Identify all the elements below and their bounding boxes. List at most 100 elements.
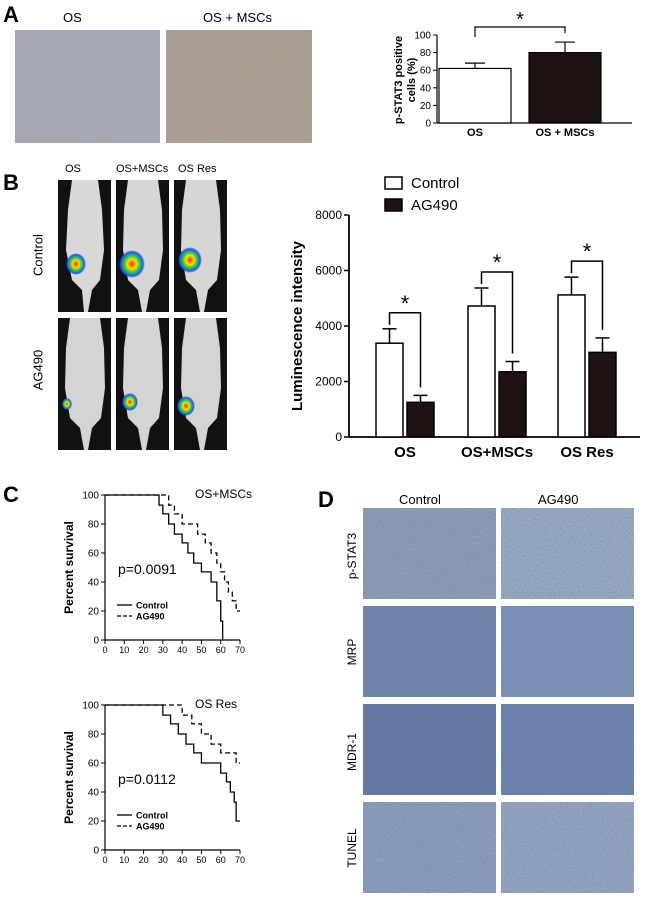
mouse-image-ag490-os-mscs <box>116 318 169 450</box>
panel-b-row-label-ag490: AG490 <box>30 349 46 391</box>
panel-b-col-label-os-mscs: OS+MSCs <box>116 163 169 175</box>
panel-d-col-label-control: Control <box>399 492 441 507</box>
p-value-annotation: p=0.0112 <box>118 771 176 787</box>
panel-letter-d: D <box>318 487 334 512</box>
x-tick-label: 50 <box>196 855 206 863</box>
x-tick-label: OS+MSCs <box>461 444 533 461</box>
ihc-image-mdr-1-ag490 <box>501 704 634 795</box>
y-axis-label: Percent survival <box>62 521 76 614</box>
y-tick-label: 80 <box>88 520 100 531</box>
y-tick-label: 100 <box>82 491 99 502</box>
bar <box>467 305 496 438</box>
mouse-image-ag490-os-res <box>174 318 227 450</box>
significance-star: * <box>583 239 592 264</box>
x-tick-label: OS Res <box>560 444 613 461</box>
survival-curve-ag490 <box>105 704 240 764</box>
y-tick-label: 6000 <box>315 264 342 278</box>
significance-star: * <box>401 291 410 316</box>
panel-d-col-label-ag490: AG490 <box>538 492 579 507</box>
y-tick-label: 40 <box>88 578 100 589</box>
y-tick-label: 0 <box>93 846 99 857</box>
x-tick-label: 60 <box>216 645 226 653</box>
y-tick-label: 20 <box>420 101 432 112</box>
chart-title: OS Res <box>195 697 237 711</box>
significance-bracket <box>474 26 566 37</box>
bar <box>375 342 404 438</box>
panel-b-row-label-control: Control <box>30 234 46 276</box>
y-tick-label: 60 <box>88 759 100 770</box>
y-tick-label: 80 <box>88 730 100 741</box>
ihc-image-mrp-ag490 <box>501 606 634 697</box>
legend-label: AG490 <box>136 822 165 832</box>
ihc-image-tunel-control <box>363 802 496 893</box>
y-axis-label: Luminescence intensity <box>289 240 306 411</box>
ihc-image-tunel-ag490 <box>501 802 634 893</box>
bar <box>528 51 602 124</box>
y-tick-label: 0 <box>93 636 99 647</box>
survival-curve-control <box>105 494 224 640</box>
panel-b-col-label-os-res: OS Res <box>178 163 217 175</box>
panel-a-image-label-os: OS <box>63 10 82 25</box>
panel-letter-b: B <box>3 170 19 195</box>
y-tick-label: 40 <box>420 83 432 94</box>
x-tick-label: 10 <box>119 855 129 863</box>
legend-label: Control <box>136 811 168 821</box>
significance-star: * <box>516 9 524 31</box>
legend-label: AG490 <box>136 612 165 622</box>
y-axis-label: Percent survival <box>62 731 76 824</box>
y-tick-label: 60 <box>88 549 100 560</box>
legend-label: Control <box>136 601 168 611</box>
panel-a-image-label-os-mscs: OS + MSCs <box>203 10 272 25</box>
x-tick-label: 0 <box>102 645 107 653</box>
ihc-image-mrp-control <box>363 606 496 697</box>
y-tick-label: 60 <box>420 66 432 77</box>
bar <box>588 351 617 438</box>
panel-d-row-label-tunel: TUNEL <box>345 828 359 868</box>
mouse-image-control-os-mscs <box>116 180 169 312</box>
significance-bracket <box>388 312 422 388</box>
panel-d-row-label-mrp: MRP <box>345 638 359 666</box>
ihc-image-p-stat3-control <box>363 508 496 599</box>
x-tick-label: 30 <box>158 855 168 863</box>
p-value-annotation: p=0.0091 <box>118 561 177 577</box>
x-tick-label: OS <box>467 127 483 139</box>
chart-title: OS+MSCs <box>195 487 252 501</box>
x-tick-label: 0 <box>102 855 107 863</box>
x-tick-label: 50 <box>196 645 206 653</box>
x-tick-label: 70 <box>235 855 245 863</box>
panel-b-col-label-os: OS <box>65 163 81 175</box>
panel-letter-a: A <box>3 2 19 27</box>
y-tick-label: 0 <box>335 430 342 444</box>
ihc-image-os <box>15 30 160 143</box>
y-tick-label: 2000 <box>315 375 342 389</box>
mouse-image-ag490-os <box>58 318 111 450</box>
x-tick-label: 20 <box>139 855 149 863</box>
ihc-image-mdr-1-control <box>363 704 496 795</box>
x-tick-label: 70 <box>235 645 245 653</box>
legend-label: AG490 <box>411 197 458 214</box>
y-axis-label-line: cells (%) <box>406 57 418 102</box>
panel-d-row-label-p-stat3: p-STAT3 <box>345 532 359 580</box>
chart-a: 0 20 40 60 80 100 OS OS + MSCs * p-STAT3 positive… <box>393 9 632 139</box>
y-tick-label: 40 <box>88 788 100 799</box>
legend-swatch <box>384 176 403 190</box>
mouse-image-control-os <box>58 180 111 312</box>
bar <box>498 371 527 438</box>
panel-d-row-label-mdr-1: MDR-1 <box>345 733 359 771</box>
chart-c-os-res: 020406080100010203040506070DaysPercent s… <box>62 697 245 863</box>
y-tick-label: 100 <box>414 31 431 42</box>
y-tick-label: 8000 <box>315 208 342 222</box>
legend-swatch <box>384 198 403 212</box>
x-tick-label: 30 <box>158 645 168 653</box>
panel-letter-c: C <box>3 482 19 507</box>
bar <box>406 401 435 438</box>
x-tick-label: 10 <box>119 645 129 653</box>
chart-b: 0 2000 4000 6000 8000 Luminescence intensity O… <box>289 175 640 461</box>
y-axis-label: p-STAT3 positivecells (%) <box>393 36 418 124</box>
y-tick-label: 80 <box>420 48 432 59</box>
significance-star: * <box>493 250 502 275</box>
y-tick-label: 0 <box>425 119 431 130</box>
x-tick-label: OS + MSCs <box>536 127 595 139</box>
chart-c-os-mscs: 020406080100010203040506070DaysPercent s… <box>62 487 252 653</box>
bar <box>557 294 586 438</box>
